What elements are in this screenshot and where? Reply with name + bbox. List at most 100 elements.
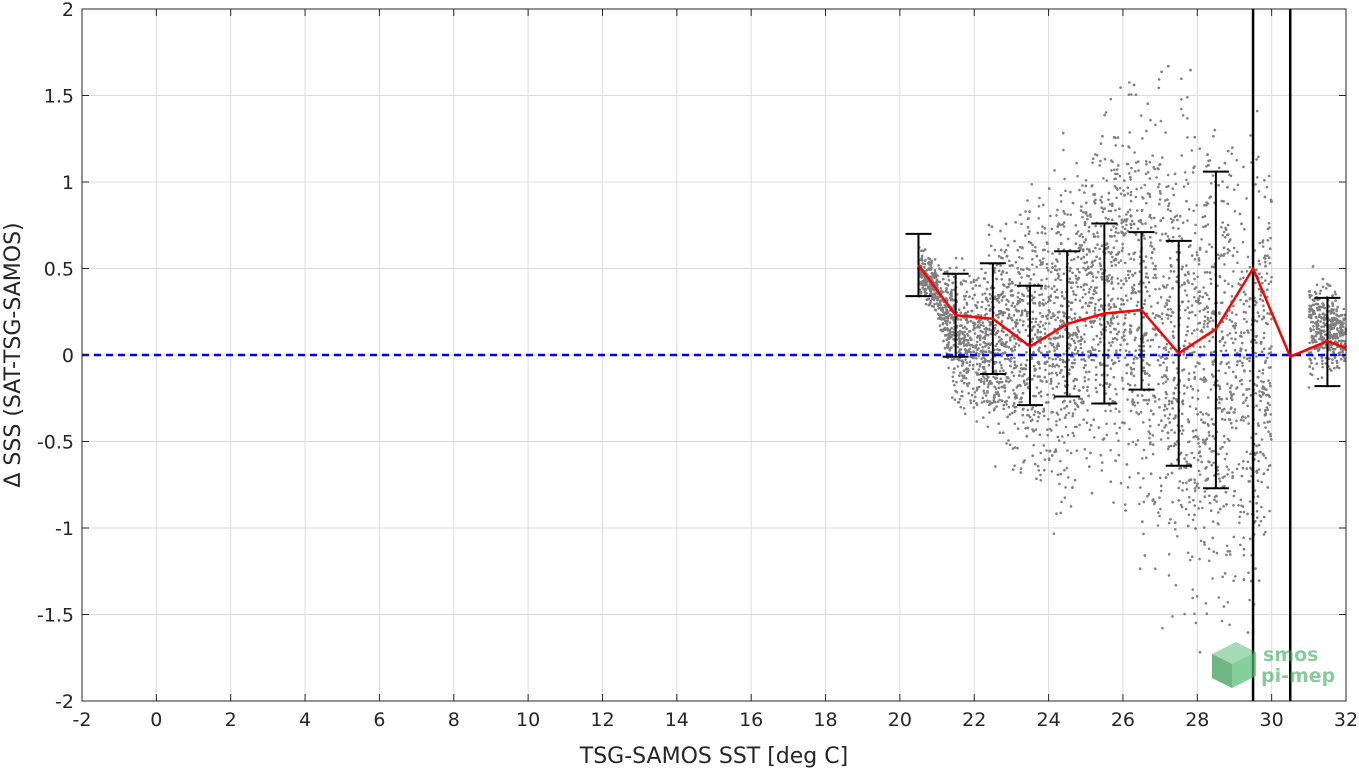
scatter-point (1171, 615, 1174, 618)
scatter-point (961, 362, 965, 365)
scatter-point (947, 314, 950, 318)
scatter-point (1193, 296, 1196, 299)
scatter-point (1265, 406, 1269, 409)
scatter-point (1009, 294, 1013, 297)
scatter-point (1236, 386, 1239, 389)
scatter-point (976, 371, 979, 375)
scatter-point (1158, 496, 1161, 500)
scatter-point (1071, 201, 1075, 205)
scatter-point (1004, 222, 1008, 226)
scatter-point (1095, 291, 1098, 295)
scatter-point (1182, 368, 1186, 371)
scatter-point (983, 314, 987, 317)
scatter-point (1262, 380, 1265, 384)
scatter-point (1152, 276, 1155, 280)
scatter-point (1197, 442, 1200, 445)
scatter-point (1186, 306, 1190, 309)
scatter-point (923, 265, 926, 269)
scatter-point (1216, 469, 1219, 472)
scatter-point (998, 370, 1002, 373)
scatter-point (1072, 290, 1075, 293)
scatter-point (1324, 333, 1327, 337)
scatter-point (1132, 367, 1136, 371)
scatter-point (1314, 334, 1318, 338)
scatter-point (1194, 621, 1198, 625)
scatter-point (972, 350, 975, 354)
scatter-point (938, 324, 942, 327)
scatter-point (1208, 339, 1211, 343)
scatter-point (996, 400, 1000, 404)
scatter-point (1233, 489, 1236, 493)
scatter-point (996, 380, 999, 384)
scatter-point (1055, 347, 1058, 350)
scatter-point (1212, 135, 1215, 138)
scatter-point (1085, 260, 1089, 264)
scatter-point (1143, 370, 1146, 373)
scatter-point (1047, 457, 1051, 460)
scatter-point (1062, 225, 1066, 228)
scatter-point (993, 400, 996, 403)
scatter-point (1166, 235, 1170, 238)
scatter-point (1184, 273, 1187, 277)
scatter-point (1175, 280, 1179, 284)
scatter-point (1017, 309, 1020, 313)
scatter-point (1013, 337, 1016, 341)
scatter-point (959, 405, 962, 409)
scatter-point (1099, 142, 1103, 145)
scatter-point (1257, 314, 1261, 318)
scatter-point (1224, 490, 1228, 494)
scatter-point (1105, 242, 1109, 245)
scatter-point (1310, 361, 1313, 365)
scatter-point (1047, 187, 1051, 190)
scatter-point (981, 396, 985, 400)
scatter-point (1132, 287, 1135, 291)
scatter-point (1198, 248, 1202, 251)
scatter-point (1107, 385, 1111, 389)
scatter-point (1196, 412, 1199, 416)
scatter-point (1193, 258, 1197, 261)
scatter-point (1028, 282, 1032, 285)
scatter-point (977, 368, 981, 371)
scatter-point (1185, 460, 1188, 463)
scatter-point (1211, 335, 1215, 339)
scatter-point (997, 340, 1001, 343)
scatter-point (1120, 249, 1124, 253)
scatter-point (1045, 262, 1049, 266)
scatter-point (1159, 296, 1163, 299)
scatter-point (1333, 290, 1337, 294)
scatter-point (1000, 366, 1003, 370)
scatter-point (1166, 198, 1169, 201)
x-tick-label: 8 (448, 709, 460, 731)
scatter-point (1191, 596, 1194, 600)
scatter-point (967, 392, 970, 395)
scatter-point (1335, 321, 1339, 324)
scatter-point (1185, 178, 1188, 182)
scatter-point (1085, 421, 1089, 425)
scatter-point (1016, 302, 1019, 306)
scatter-point (1257, 443, 1261, 447)
scatter-point (1225, 317, 1228, 320)
scatter-point (1265, 185, 1269, 189)
scatter-point (1063, 177, 1066, 181)
scatter-point (1218, 385, 1221, 388)
scatter-point (1223, 263, 1226, 266)
scatter-point (1124, 328, 1127, 332)
scatter-point (1017, 291, 1020, 295)
scatter-point (979, 343, 982, 346)
scatter-point (1164, 424, 1168, 427)
scatter-point (1019, 471, 1023, 474)
scatter-point (1172, 396, 1176, 400)
scatter-point (1105, 246, 1109, 250)
scatter-point (1008, 336, 1012, 340)
scatter-point (1248, 598, 1251, 602)
scatter-point (1053, 349, 1056, 352)
scatter-point (1018, 318, 1022, 322)
scatter-point (1076, 267, 1079, 271)
scatter-point (994, 465, 997, 468)
scatter-point (946, 284, 950, 287)
scatter-point (1071, 366, 1074, 369)
scatter-point (1222, 504, 1225, 508)
scatter-point (1028, 268, 1031, 271)
scatter-point (995, 277, 998, 281)
scatter-point (1086, 385, 1089, 389)
